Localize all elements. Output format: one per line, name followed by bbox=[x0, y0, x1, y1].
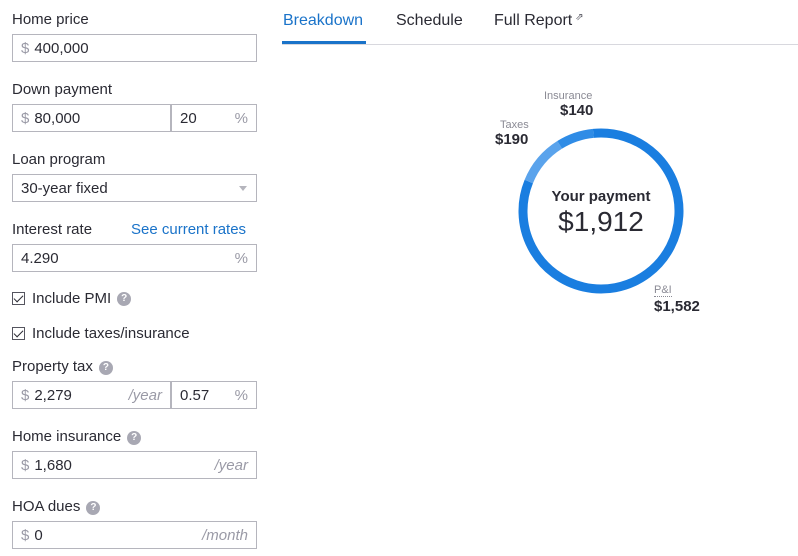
pi-slice-label: P&I bbox=[654, 284, 672, 297]
taxes-slice-amount: $190 bbox=[495, 131, 529, 148]
property-tax-percent-value: 0.57 bbox=[180, 386, 210, 404]
payment-total: $1,912 bbox=[558, 206, 644, 237]
taxes-slice-label: Taxes bbox=[500, 119, 529, 131]
per-month-suffix: /month bbox=[202, 526, 248, 544]
tab-breakdown[interactable]: Breakdown bbox=[283, 12, 364, 29]
currency-prefix: $ bbox=[21, 109, 30, 127]
help-icon[interactable]: ? bbox=[98, 361, 113, 375]
insurance-slice-amount: $140 bbox=[560, 102, 594, 119]
insurance-slice-label: Insurance bbox=[544, 90, 593, 102]
tab-schedule[interactable]: Schedule bbox=[396, 12, 463, 29]
per-year-suffix: /year bbox=[128, 386, 162, 404]
include-taxes-label: Include taxes/insurance bbox=[32, 325, 190, 342]
tab-full-report[interactable]: Full Report ⇗ bbox=[494, 12, 584, 30]
include-taxes-row[interactable]: Include taxes/insurance bbox=[12, 325, 190, 342]
include-pmi-checkbox[interactable] bbox=[12, 292, 25, 305]
loan-program-value: 30-year fixed bbox=[21, 179, 108, 197]
down-payment-percent-value: 20 bbox=[180, 109, 197, 127]
property-tax-label: Property tax? bbox=[12, 358, 113, 376]
include-pmi-label: Include PMI bbox=[32, 290, 112, 307]
donut-slice-insurance bbox=[557, 128, 594, 149]
home-insurance-label-text: Home insurance bbox=[12, 428, 122, 445]
loan-program-select[interactable]: 30-year fixed bbox=[12, 174, 257, 202]
help-icon[interactable]: ? bbox=[117, 291, 132, 306]
external-link-icon: ⇗ bbox=[575, 12, 584, 23]
interest-rate-label: Interest rate bbox=[12, 221, 93, 238]
help-icon[interactable]: ? bbox=[86, 501, 101, 515]
payment-title: Your payment bbox=[551, 188, 651, 205]
currency-prefix: $ bbox=[21, 456, 30, 474]
hoa-dues-input[interactable]: $ 0 /month bbox=[12, 521, 257, 549]
loan-program-label: Loan program bbox=[12, 151, 106, 168]
pi-slice-amount: $1,582 bbox=[654, 298, 700, 315]
property-tax-input[interactable]: $ 2,279 /year bbox=[12, 381, 171, 409]
donut-slice-taxes bbox=[524, 141, 563, 184]
home-price-label: Home price bbox=[12, 11, 89, 28]
home-insurance-label: Home insurance? bbox=[12, 428, 142, 446]
currency-prefix: $ bbox=[21, 526, 30, 544]
down-payment-value: 80,000 bbox=[34, 109, 81, 127]
insurance-label-group: Insurance $140 bbox=[544, 90, 593, 119]
property-tax-value: 2,279 bbox=[34, 386, 72, 404]
include-pmi-row[interactable]: Include PMI ? bbox=[12, 290, 132, 307]
currency-prefix: $ bbox=[21, 386, 30, 404]
percent-suffix: % bbox=[234, 109, 248, 127]
percent-suffix: % bbox=[234, 249, 248, 267]
interest-rate-input[interactable]: 4.290 % bbox=[12, 244, 257, 272]
include-taxes-checkbox[interactable] bbox=[12, 327, 25, 340]
currency-prefix: $ bbox=[21, 39, 30, 57]
home-insurance-input[interactable]: $ 1,680 /year bbox=[12, 451, 257, 479]
home-price-value: 400,000 bbox=[34, 39, 89, 57]
pi-label-group: P&I $1,582 bbox=[654, 280, 700, 315]
active-tab-underline bbox=[282, 41, 366, 44]
tab-full-report-label: Full Report bbox=[494, 12, 573, 29]
chevron-down-icon bbox=[239, 185, 247, 191]
percent-suffix: % bbox=[234, 386, 248, 404]
down-payment-label: Down payment bbox=[12, 81, 113, 98]
property-tax-percent-input[interactable]: 0.57 % bbox=[171, 381, 257, 409]
hoa-dues-label: HOA dues? bbox=[12, 498, 101, 516]
home-insurance-value: 1,680 bbox=[34, 456, 72, 474]
per-year-suffix: /year bbox=[214, 456, 248, 474]
down-payment-input[interactable]: $ 80,000 bbox=[12, 104, 171, 132]
hoa-dues-value: 0 bbox=[34, 526, 43, 544]
down-payment-percent-input[interactable]: 20 % bbox=[171, 104, 257, 132]
tab-bar: Breakdown Schedule Full Report ⇗ bbox=[282, 0, 798, 45]
home-price-input[interactable]: $ 400,000 bbox=[12, 34, 257, 62]
interest-rate-value: 4.290 bbox=[21, 249, 59, 267]
property-tax-label-text: Property tax bbox=[12, 358, 93, 375]
help-icon[interactable]: ? bbox=[127, 431, 142, 445]
see-current-rates-link[interactable]: See current rates bbox=[131, 221, 247, 238]
hoa-dues-label-text: HOA dues bbox=[12, 498, 81, 515]
taxes-label-group: Taxes $190 bbox=[495, 119, 529, 148]
